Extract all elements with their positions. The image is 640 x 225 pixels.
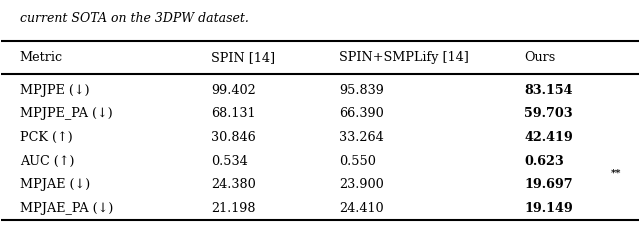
- Text: MPJPE (↓): MPJPE (↓): [20, 84, 90, 97]
- Text: 21.198: 21.198: [211, 202, 256, 215]
- Text: MPJAE_PA (↓): MPJAE_PA (↓): [20, 202, 113, 215]
- Text: 0.623: 0.623: [524, 155, 564, 168]
- Text: 99.402: 99.402: [211, 84, 256, 97]
- Text: 59.703: 59.703: [524, 107, 573, 120]
- Text: SPIN+SMPLify [14]: SPIN+SMPLify [14]: [339, 51, 469, 64]
- Text: 42.419: 42.419: [524, 131, 573, 144]
- Text: 23.900: 23.900: [339, 178, 384, 191]
- Text: 66.390: 66.390: [339, 107, 384, 120]
- Text: Ours: Ours: [524, 51, 556, 64]
- Text: MPJAE (↓): MPJAE (↓): [20, 178, 90, 191]
- Text: 83.154: 83.154: [524, 84, 573, 97]
- Text: 30.846: 30.846: [211, 131, 256, 144]
- Text: SPIN [14]: SPIN [14]: [211, 51, 276, 64]
- Text: 0.534: 0.534: [211, 155, 248, 168]
- Text: 24.380: 24.380: [211, 178, 256, 191]
- Text: 24.410: 24.410: [339, 202, 384, 215]
- Text: Metric: Metric: [20, 51, 63, 64]
- Text: PCK (↑): PCK (↑): [20, 131, 72, 144]
- Text: AUC (↑): AUC (↑): [20, 155, 74, 168]
- Text: 68.131: 68.131: [211, 107, 256, 120]
- Text: current SOTA on the 3DPW dataset.: current SOTA on the 3DPW dataset.: [20, 12, 249, 25]
- Text: 33.264: 33.264: [339, 131, 384, 144]
- Text: 95.839: 95.839: [339, 84, 384, 97]
- Text: MPJPE_PA (↓): MPJPE_PA (↓): [20, 107, 113, 120]
- Text: 19.149: 19.149: [524, 202, 573, 215]
- Text: 19.697: 19.697: [524, 178, 573, 191]
- Text: **: **: [611, 168, 621, 177]
- Text: 0.550: 0.550: [339, 155, 376, 168]
